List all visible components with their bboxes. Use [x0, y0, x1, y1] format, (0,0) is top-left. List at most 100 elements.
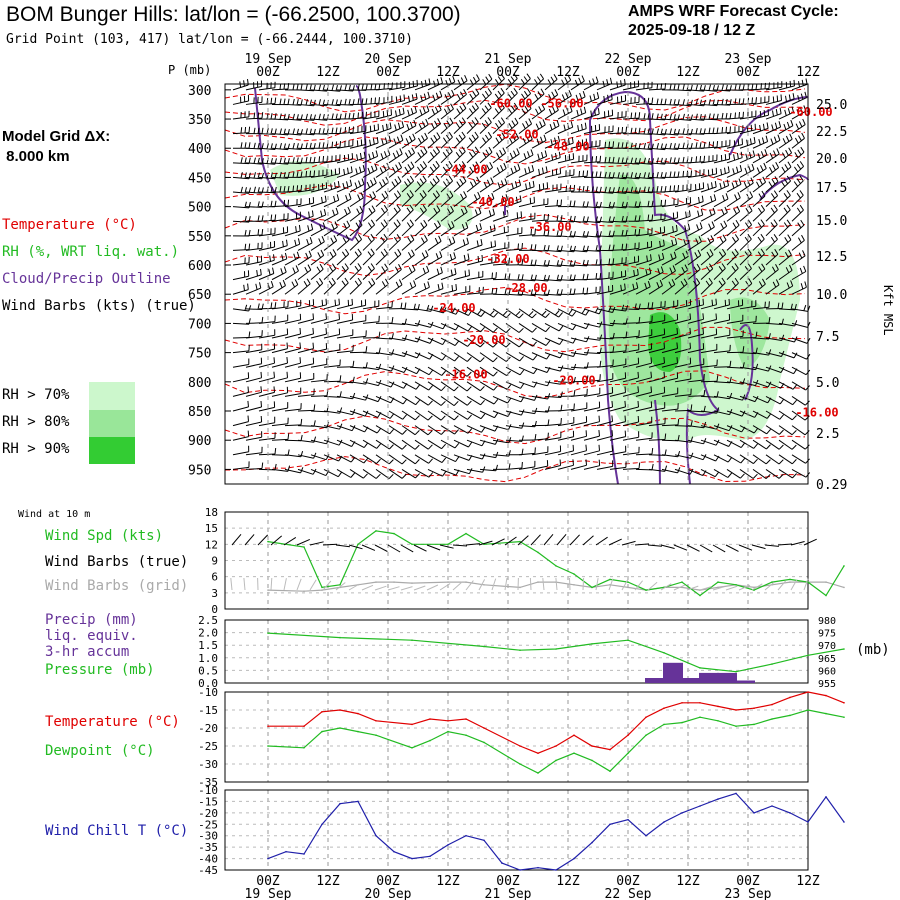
wind-barb-feather [673, 128, 676, 135]
wind-barb [427, 104, 442, 120]
wind-barb [700, 141, 719, 149]
wind-barb-shaft [349, 366, 367, 369]
wind-barb [427, 190, 440, 207]
wind-barb-feather [617, 186, 620, 193]
wind-barb [791, 454, 810, 464]
wind-barb-feather [368, 280, 373, 287]
wind-barb [778, 280, 794, 295]
wind-barb-shaft [531, 93, 545, 105]
wind-barb-feather [432, 163, 437, 170]
wind-barb-shaft [609, 249, 627, 251]
wind-barb-feather [359, 205, 364, 212]
wind-barb-shaft [453, 308, 469, 316]
wind-barb-feather [336, 194, 340, 201]
wind-barb-feather [556, 199, 559, 206]
wind-barb-feather [708, 99, 711, 106]
wind-barb-shaft [726, 439, 742, 449]
wind-barb-shaft [570, 235, 587, 238]
wind-barb [258, 447, 277, 456]
wind-barb-feather [546, 353, 551, 360]
wind-barb [245, 431, 263, 441]
wind-barb [739, 177, 754, 193]
wind-barb-shaft [336, 185, 352, 193]
temperature-legend: Temperature (°C) [45, 714, 180, 730]
wind-barb-feather [711, 182, 713, 189]
wind-barb-shaft [661, 217, 678, 222]
wind-barb-feather [803, 105, 807, 112]
wind-barb-feather [677, 185, 680, 192]
wind-barb [284, 357, 301, 368]
wind-barb-feather [447, 208, 451, 214]
wind-barb-feather [777, 134, 781, 141]
wind-barb-feather [550, 76, 555, 83]
wind-barb-feather [292, 142, 295, 149]
wind-barb [362, 425, 382, 434]
wind-barb [791, 281, 807, 295]
height-tick: 15.0 [816, 214, 847, 229]
wind-barb [531, 166, 548, 178]
wind-barb [518, 434, 537, 441]
wind-barb-feather [517, 289, 520, 296]
wind-barb-feather [479, 371, 485, 377]
wind-barb-feather [621, 142, 624, 149]
wind-barb [297, 183, 315, 193]
wind-barb-feather [528, 166, 531, 173]
wind-barb-feather [296, 171, 299, 178]
wind-barb-feather [255, 283, 258, 290]
wind-barb [609, 461, 627, 470]
wind-barb-feather [270, 214, 273, 221]
surface-wind-barb-shaft [595, 536, 608, 546]
wind-barb-feather [292, 128, 295, 135]
wind-barb [609, 344, 627, 354]
wind-barb-feather [365, 346, 368, 353]
wind-barb [323, 263, 337, 280]
wind-barb-feather [585, 459, 587, 466]
wind-barb-feather [312, 313, 314, 320]
wind-barb-shaft [557, 126, 573, 135]
wind-barb-shaft [557, 279, 575, 281]
wind-barb-shaft [635, 103, 653, 105]
wind-barb-feather [266, 128, 269, 135]
wind-barb [674, 372, 692, 383]
wind-barb-shaft [622, 261, 639, 266]
wind-barb-feather [352, 126, 354, 133]
wind-barb-feather [412, 133, 416, 140]
wind-barb-feather [680, 281, 685, 287]
wind-barb [453, 131, 466, 149]
wind-barb-shaft [713, 468, 729, 478]
wind-barb-shaft [622, 363, 639, 368]
wind-barb-feather [790, 280, 794, 287]
wind-barb [713, 248, 727, 266]
wind-barb [453, 285, 471, 295]
wind-barb-feather [683, 238, 687, 245]
wind-barb [752, 176, 767, 193]
wind-barb-feather [339, 127, 342, 134]
wind-barb [570, 273, 589, 281]
wind-barb [466, 176, 480, 193]
wind-barb-feather [441, 370, 446, 376]
wind-barb [297, 170, 316, 178]
wind-barb [544, 418, 562, 427]
wind-barb-feather [764, 301, 766, 308]
wind-barb-shaft [648, 162, 666, 165]
wind-barb-feather [682, 156, 685, 163]
surface-wind-barb [699, 544, 713, 591]
wind-barb-shaft [700, 199, 716, 208]
wind-barb [323, 127, 342, 135]
wind-barb [466, 337, 485, 348]
wind-barb-shaft [453, 439, 469, 448]
wind-barb-feather [513, 102, 519, 109]
wind-barb-feather [474, 146, 480, 153]
wind-barb-feather [535, 108, 539, 115]
surface-wind-barb-shaft [322, 543, 338, 546]
wind-barb-feather [521, 258, 524, 265]
wind-barb [739, 219, 753, 237]
wind-barb [622, 400, 639, 412]
wind-barb-shaft [245, 391, 262, 397]
wind-barb [401, 439, 420, 450]
wind-barb-feather [376, 427, 382, 434]
wind-barb-shaft [648, 176, 666, 179]
wind-barb-shaft [557, 264, 574, 267]
wind-barb-feather [553, 73, 558, 80]
wind-barb [648, 142, 667, 151]
